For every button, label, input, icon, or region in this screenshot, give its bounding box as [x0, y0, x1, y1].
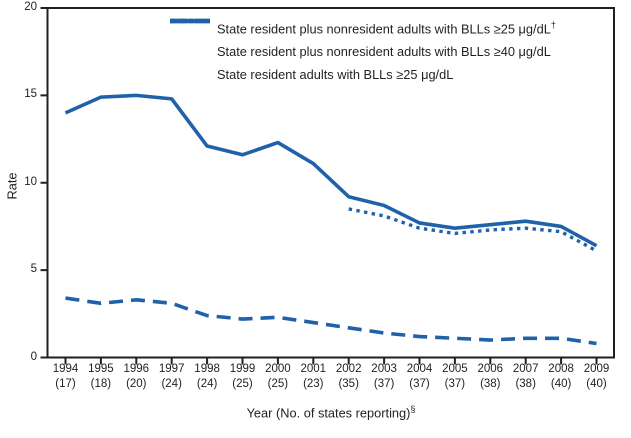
x-axis-title: Year (No. of states reporting)§: [247, 404, 416, 420]
y-tick-label: 20: [24, 1, 37, 13]
x-tick-label: 2006 (38): [470, 362, 510, 392]
y-tick-label: 0: [30, 350, 37, 363]
x-tick-label: 1996 (20): [116, 362, 156, 392]
x-tick-states-count: (24): [161, 378, 182, 390]
x-tick-states-count: (20): [126, 378, 147, 390]
x-axis-title-superscript: §: [410, 404, 416, 414]
x-tick-states-count: (38): [480, 378, 501, 390]
x-tick-label: 2000 (25): [258, 362, 298, 392]
x-tick-label: 1999 (25): [223, 362, 263, 392]
x-tick-states-count: (24): [196, 378, 218, 390]
x-tick-states-count: (35): [338, 378, 359, 390]
series-line-solid: [64, 93, 598, 248]
x-tick-states-count: (18): [90, 378, 112, 390]
x-tick-states-count: (37): [409, 378, 430, 390]
x-tick-year: 2001: [300, 363, 327, 375]
series-line-dotted: [348, 207, 598, 253]
x-tick-year: 2008: [548, 363, 574, 375]
x-tick-label: 2008 (40): [541, 362, 581, 392]
chart-legend: State resident plus nonresident adults w…: [170, 17, 556, 86]
x-tick-year: 2007: [512, 363, 539, 375]
x-tick-year: 1994: [52, 363, 79, 375]
x-tick-label: 1998 (24): [187, 362, 227, 392]
x-tick-label: 2002 (35): [329, 362, 369, 392]
x-tick-label: 2005 (37): [435, 362, 475, 392]
legend-label: State resident plus nonresident adults w…: [217, 44, 551, 59]
x-tick-label: 2001 (23): [293, 362, 333, 392]
x-tick-year: 1996: [123, 363, 150, 375]
y-tick-label: 5: [30, 263, 37, 276]
x-tick-states-count: (38): [515, 378, 536, 390]
x-tick-states-count: (23): [303, 378, 324, 390]
x-tick-label: 2009 (40): [577, 362, 617, 392]
x-tick-states-count: (37): [373, 378, 395, 390]
x-tick-year: 2003: [371, 363, 397, 375]
x-tick-year: 1995: [88, 363, 114, 375]
legend-item: State resident adults with BLLs ≥25 μg/d…: [170, 18, 556, 86]
x-tick-states-count: (25): [232, 378, 253, 390]
x-tick-year: 2002: [335, 363, 362, 375]
series-line-dashed: [65, 296, 597, 346]
x-tick-label: 1994 (17): [46, 362, 86, 392]
x-tick-states-count: (40): [586, 378, 607, 390]
legend-label: State resident plus nonresident adults w…: [217, 20, 556, 37]
x-tick-year: 2009: [583, 363, 610, 375]
x-tick-states-count: (37): [444, 378, 466, 390]
x-tick-year: 2006: [477, 363, 504, 375]
legend-label-superscript: †: [550, 20, 556, 31]
x-tick-year: 2000: [265, 363, 291, 375]
legend-item: State resident plus nonresident adults w…: [170, 18, 556, 63]
y-tick-label: 10: [24, 175, 37, 188]
y-tick-label: 15: [24, 88, 37, 101]
x-tick-label: 1997 (24): [152, 362, 192, 392]
x-tick-label: 2003 (37): [364, 362, 404, 392]
x-tick-year: 2005: [442, 363, 468, 375]
x-axis-title-text: Year (No. of states reporting): [246, 405, 411, 421]
legend-label: State resident adults with BLLs ≥25 μg/d…: [217, 67, 454, 82]
x-tick-label: 2004 (37): [400, 362, 440, 392]
x-tick-states-count: (40): [550, 378, 572, 390]
x-tick-year: 1997: [158, 363, 185, 375]
x-tick-states-count: (25): [267, 378, 289, 390]
x-tick-label: 1995 (18): [81, 362, 121, 392]
x-tick-label: 2007 (38): [506, 362, 546, 392]
x-tick-states-count: (17): [55, 378, 76, 390]
x-tick-year: 1998: [194, 363, 220, 375]
x-tick-year: 2004: [406, 363, 433, 375]
legend-item: State resident plus nonresident adults w…: [170, 17, 556, 40]
x-tick-year: 1999: [229, 363, 256, 375]
